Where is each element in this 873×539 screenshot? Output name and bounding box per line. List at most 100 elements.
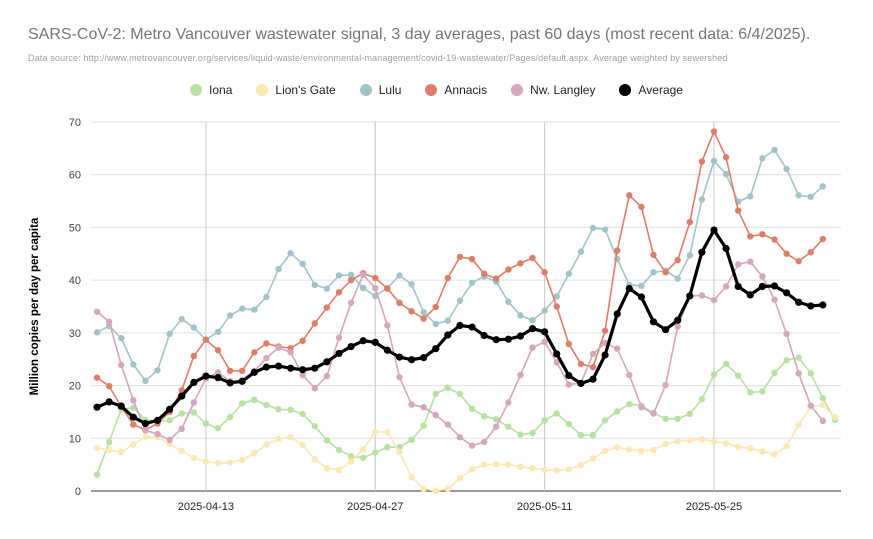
data-point	[674, 415, 681, 422]
data-point	[759, 273, 766, 280]
data-point	[178, 410, 185, 417]
data-point	[710, 128, 718, 135]
x-tick-label: 2025-05-25	[686, 501, 742, 513]
data-point	[311, 385, 318, 392]
data-point	[614, 408, 621, 415]
data-point	[662, 269, 669, 276]
data-point	[456, 434, 464, 441]
legend-item: Nw. Langley	[511, 82, 595, 98]
data-point	[359, 337, 367, 345]
data-point	[771, 296, 778, 303]
data-point	[118, 448, 125, 456]
data-point	[407, 356, 416, 364]
data-point	[577, 248, 585, 255]
data-point	[166, 330, 173, 338]
data-point	[130, 421, 137, 428]
legend-item: Annacis	[425, 82, 487, 98]
data-point	[686, 292, 694, 300]
data-point	[795, 421, 802, 428]
data-point	[105, 438, 113, 446]
data-point	[287, 434, 294, 441]
legend-label: Annacis	[444, 83, 488, 97]
data-point	[480, 412, 488, 420]
legend-label: Iona	[209, 83, 233, 97]
data-point	[202, 336, 210, 343]
data-point	[807, 249, 814, 256]
data-point	[275, 344, 282, 351]
data-point	[335, 334, 343, 341]
data-point	[456, 253, 464, 261]
data-point	[226, 367, 234, 375]
data-point	[529, 344, 536, 351]
data-point	[747, 389, 754, 396]
data-point	[517, 260, 524, 267]
data-point	[662, 415, 669, 422]
data-point	[238, 377, 246, 385]
data-point	[372, 449, 379, 456]
data-point	[347, 276, 355, 284]
data-point	[311, 456, 318, 463]
data-point	[710, 157, 718, 165]
data-point	[819, 395, 827, 402]
data-point	[274, 362, 283, 370]
data-point	[93, 329, 101, 336]
data-point	[505, 461, 512, 468]
data-point	[517, 371, 524, 379]
data-point	[299, 337, 306, 344]
data-point	[420, 485, 427, 493]
data-point	[819, 417, 827, 425]
y-tick-label: 30	[69, 328, 81, 340]
data-point	[565, 381, 573, 388]
data-point	[154, 367, 161, 374]
data-point	[674, 323, 681, 330]
data-point	[710, 226, 718, 234]
data-point	[722, 283, 730, 290]
data-point	[831, 414, 839, 421]
data-point	[372, 428, 379, 436]
data-point	[517, 463, 524, 470]
data-point	[335, 349, 343, 358]
data-point	[783, 330, 790, 338]
data-point	[202, 372, 210, 380]
data-point	[589, 431, 597, 439]
data-point	[359, 454, 367, 461]
data-point	[698, 396, 706, 403]
data-point	[529, 429, 536, 437]
data-point	[226, 459, 234, 466]
data-point	[335, 446, 343, 454]
data-point	[311, 364, 319, 372]
legend-label: Nw. Langley	[530, 83, 596, 97]
y-tick-label: 10	[69, 433, 81, 445]
data-point	[747, 258, 754, 265]
data-point	[372, 284, 379, 292]
data-point	[468, 442, 476, 449]
data-point	[263, 401, 270, 409]
legend-item: Iona	[190, 82, 232, 98]
data-point	[432, 320, 439, 328]
data-point	[468, 466, 476, 473]
data-point	[734, 282, 742, 291]
data-point	[650, 446, 657, 454]
data-point	[118, 361, 125, 369]
data-point	[214, 369, 222, 376]
data-point	[226, 379, 234, 387]
data-point	[444, 317, 452, 324]
data-point	[492, 336, 500, 344]
x-tick-label: 2025-04-13	[178, 501, 234, 513]
data-point	[420, 354, 428, 362]
data-point	[468, 279, 476, 286]
data-point	[166, 405, 174, 413]
legend-label: Average	[638, 83, 683, 97]
data-point	[347, 453, 355, 460]
data-point	[480, 331, 488, 340]
data-point	[553, 467, 560, 474]
data-point	[299, 410, 306, 418]
data-point	[226, 414, 234, 421]
y-tick-label: 50	[69, 222, 81, 234]
data-point	[541, 307, 548, 314]
data-point	[420, 315, 427, 322]
data-point	[710, 296, 718, 304]
data-point	[505, 399, 512, 406]
data-point	[311, 320, 318, 327]
